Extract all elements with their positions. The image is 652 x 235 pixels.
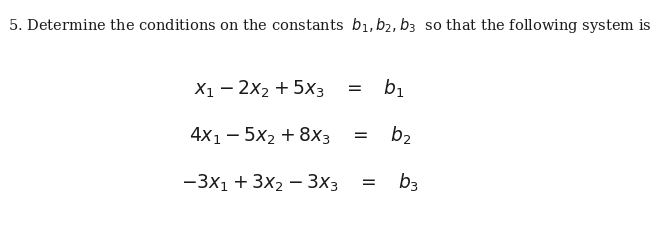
Text: 5. Determine the conditions on the constants  $b_1,b_2,b_3$  so that the followi: 5. Determine the conditions on the const…	[8, 16, 652, 35]
Text: $4x_1 - 5x_2 + 8x_3 \quad = \quad b_2$: $4x_1 - 5x_2 + 8x_3 \quad = \quad b_2$	[188, 125, 411, 147]
Text: $-3x_1 + 3x_2 - 3x_3 \quad = \quad b_3$: $-3x_1 + 3x_2 - 3x_3 \quad = \quad b_3$	[181, 172, 419, 194]
Text: $x_1 - 2x_2 + 5x_3 \quad = \quad b_1$: $x_1 - 2x_2 + 5x_3 \quad = \quad b_1$	[194, 78, 406, 100]
